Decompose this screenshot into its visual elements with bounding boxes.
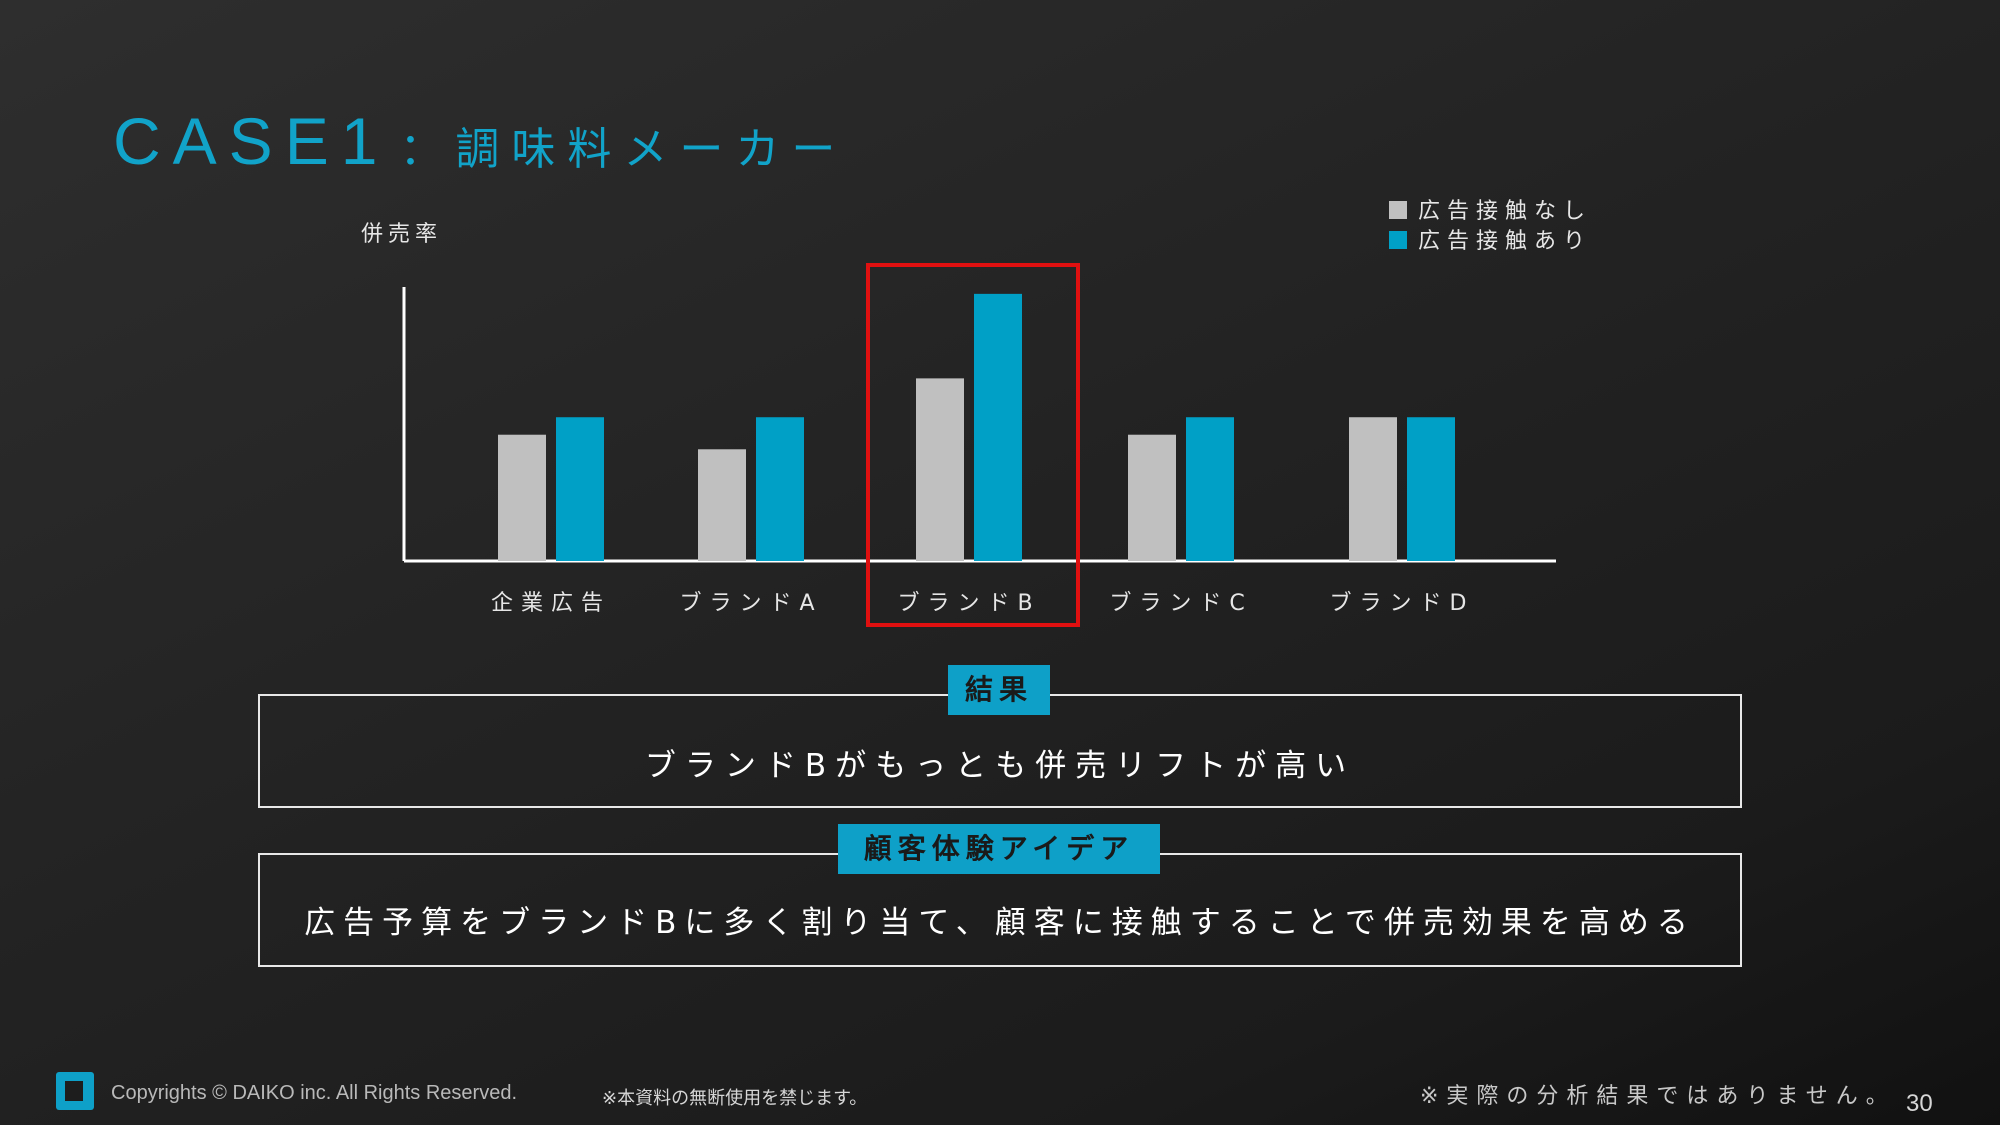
page-number: 30: [1906, 1090, 1933, 1117]
bar-ad-0: [556, 417, 604, 561]
y-axis-label: 併売率: [361, 222, 442, 247]
bar-ad-2: [974, 293, 1022, 561]
bar-no-ad-2: [916, 378, 964, 561]
result-text: ブランドBがもっとも併売リフトが高い: [644, 748, 1356, 784]
legend-label: 広告接触あり: [1418, 229, 1592, 254]
bar-no-ad-1: [698, 449, 746, 561]
bar-ad-3: [1186, 417, 1234, 561]
slide-title: CASE1 ：調味料メーカー: [113, 108, 847, 174]
legend-label: 広告接触なし: [1418, 199, 1592, 224]
legend-swatch: [1389, 201, 1407, 219]
x-tick-label: ブランドC: [1109, 591, 1252, 616]
x-tick-label: ブランドB: [897, 591, 1040, 616]
idea-tag: 顧客体験アイデア: [838, 824, 1160, 874]
result-box: ブランドBがもっとも併売リフトが高い: [258, 694, 1742, 808]
case-label: CASE1: [113, 104, 390, 178]
bar-no-ad-4: [1349, 417, 1397, 561]
idea-text: 広告予算をブランドBに多く割り当て、顧客に接触することで併売効果を高める: [304, 905, 1696, 941]
case-subject: ：調味料メーカー: [399, 124, 848, 175]
bar-ad-1: [756, 417, 804, 561]
company-logo: [56, 1072, 94, 1110]
bar-ad-4: [1407, 417, 1455, 561]
disclaimer-text: ※実際の分析結果ではありません。: [1420, 1084, 1896, 1109]
usage-notice: ※本資料の無断使用を禁じます。: [602, 1088, 868, 1109]
highlight-box: [866, 263, 1080, 627]
x-tick-label: ブランドA: [679, 591, 822, 616]
bar-no-ad-3: [1128, 434, 1176, 561]
bar-no-ad-0: [498, 434, 546, 561]
copyright-text: Copyrights © DAIKO inc. All Rights Reser…: [111, 1082, 517, 1104]
legend-swatch: [1389, 231, 1407, 249]
result-tag: 結果: [948, 665, 1050, 715]
x-tick-label: ブランドD: [1330, 591, 1475, 616]
x-tick-label: 企業広告: [491, 591, 611, 616]
